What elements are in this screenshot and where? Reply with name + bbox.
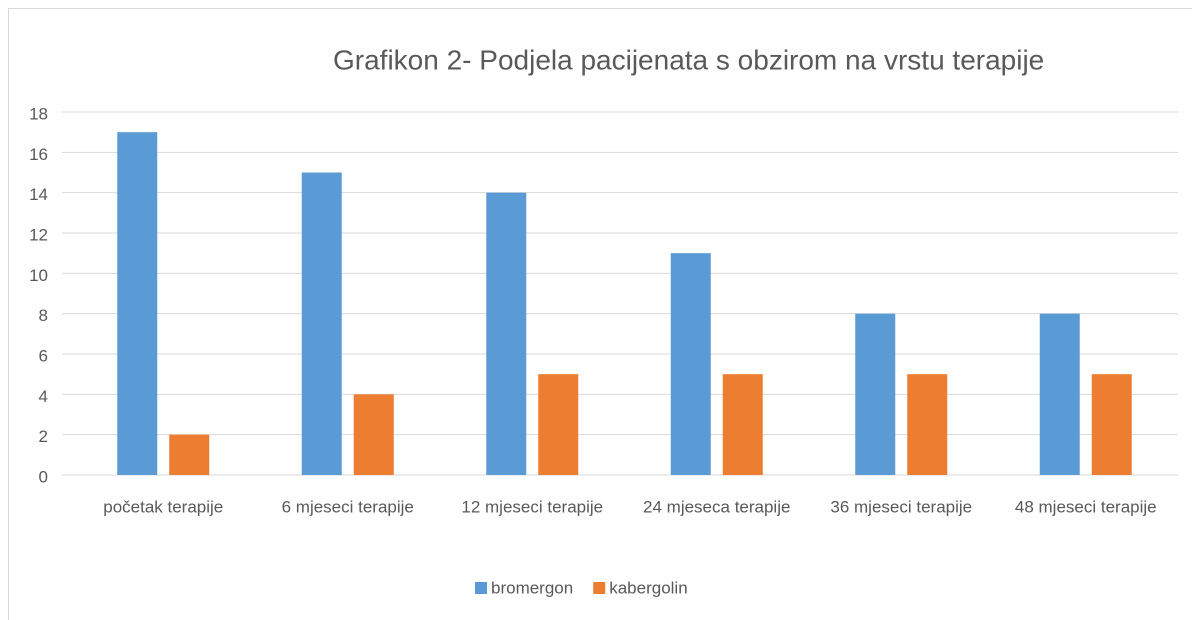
y-tick-label: 18 — [29, 104, 48, 123]
y-tick-label: 12 — [29, 225, 48, 244]
bar — [1091, 374, 1132, 475]
y-tick-label: 8 — [39, 306, 48, 325]
x-tick-label: 24 mjeseca terapije — [643, 497, 790, 516]
bar — [117, 132, 158, 475]
bar — [538, 374, 579, 475]
y-tick-label: 14 — [29, 185, 48, 204]
y-tick-label: 10 — [29, 266, 48, 285]
legend-swatch — [475, 582, 487, 594]
bar — [169, 434, 210, 475]
legend-swatch — [593, 582, 606, 594]
bar — [670, 253, 711, 475]
chart-title: Grafikon 2- Podjela pacijenata s obzirom… — [333, 44, 1044, 75]
chart-border — [8, 8, 1192, 620]
legend-label: kabergolin — [609, 578, 687, 597]
bar — [486, 192, 527, 475]
x-tick-label: 12 mjeseci terapije — [461, 497, 603, 516]
x-tick-label: 36 mjeseci terapije — [830, 497, 972, 516]
legend-label: bromergon — [491, 578, 573, 597]
x-tick-label: 6 mjeseci terapije — [282, 497, 414, 516]
x-tick-label: početak terapije — [103, 497, 223, 516]
bar — [1039, 313, 1080, 475]
y-tick-label: 4 — [39, 387, 48, 406]
y-tick-label: 6 — [39, 346, 48, 365]
x-tick-label: 48 mjeseci terapije — [1015, 497, 1157, 516]
y-tick-label: 0 — [39, 467, 48, 486]
bar — [907, 374, 948, 475]
bar — [301, 172, 342, 475]
y-tick-label: 16 — [29, 145, 48, 164]
bar — [855, 313, 896, 475]
y-tick-label: 2 — [39, 427, 48, 446]
bar — [722, 374, 763, 475]
bar — [353, 394, 394, 475]
